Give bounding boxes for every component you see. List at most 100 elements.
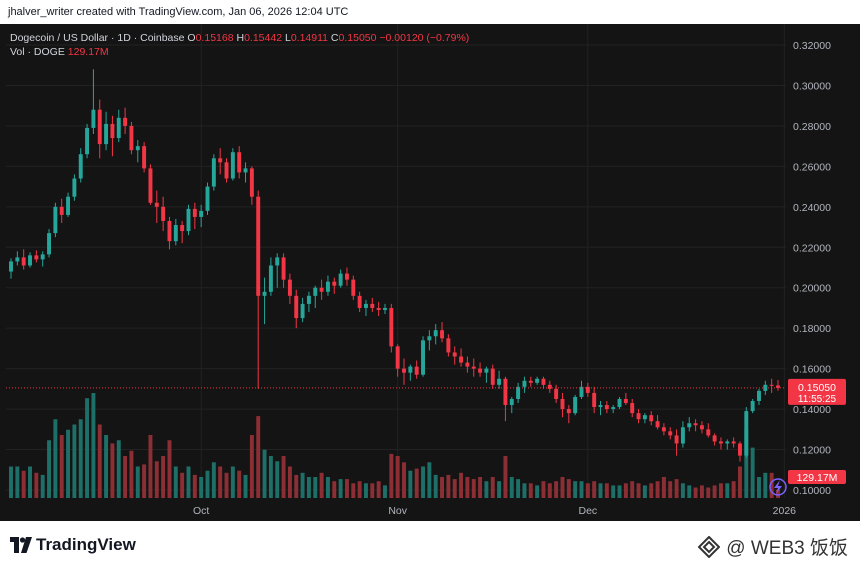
candle-body (471, 366, 476, 369)
volume-value: 129.17M (67, 46, 109, 58)
candle-body (744, 411, 749, 456)
chart-credit: jhalver_writer created with TradingView.… (8, 6, 349, 18)
footer-bar: TradingView @ WEB3 饭饭 (0, 521, 860, 571)
volume-bar (731, 481, 736, 498)
volume-bar (699, 485, 704, 498)
volume-bar (687, 485, 692, 498)
price-tick-label: 0.16000 (793, 364, 831, 376)
candle-body (78, 154, 83, 179)
candle-body (465, 362, 470, 367)
candle-body (325, 281, 330, 292)
volume-bar (85, 398, 90, 498)
candle-body (199, 210, 204, 217)
price-chart[interactable]: 0.32000 0.30000 0.28000 0.26000 0.24000 0.220… (0, 24, 860, 521)
tradingview-logo[interactable]: TradingView (10, 535, 136, 555)
candle-body (104, 123, 109, 145)
volume-bar (376, 481, 381, 498)
volume-bar (325, 477, 330, 498)
volume-bar (763, 472, 768, 498)
price-tick-label: 0.32000 (793, 40, 831, 52)
volume-bar (180, 472, 185, 498)
volume-bar (123, 456, 128, 498)
candle-body (21, 257, 26, 266)
volume-bar (211, 462, 216, 498)
volume-bar (611, 485, 616, 498)
volume-bar (516, 479, 521, 498)
candle-body (129, 125, 134, 151)
volume-bar (47, 440, 51, 498)
price-tick-label: 0.26000 (793, 161, 831, 173)
volume-bar (300, 472, 305, 498)
volume-bar (471, 479, 476, 498)
candle-body (97, 109, 102, 145)
volume-bar (370, 483, 375, 498)
volume-bar (161, 456, 166, 498)
volume-bar (199, 477, 204, 498)
volume-bar (364, 483, 368, 498)
volume-bar (642, 485, 647, 498)
volume-bar (433, 474, 438, 498)
last-price-label: 0.15050 (798, 382, 836, 394)
volume-bar (554, 481, 559, 498)
candle-body (712, 435, 717, 442)
volume-bar (706, 487, 711, 498)
open-label: O (187, 32, 196, 44)
candle-body (680, 427, 685, 444)
candle-body (421, 340, 425, 375)
price-axis[interactable]: 0.32000 0.30000 0.28000 0.26000 0.24000 0.220… (793, 40, 831, 497)
volume-bar (395, 456, 400, 498)
volume-bar (725, 483, 730, 498)
volume-bar (503, 456, 508, 498)
volume-bar (566, 479, 571, 498)
candle-body (674, 435, 679, 444)
volume-bar (585, 483, 590, 498)
lightning-icon-bolt (774, 480, 782, 494)
volume-bar (509, 477, 514, 498)
candle-body (262, 291, 267, 296)
volume-bar (655, 481, 660, 498)
price-tick-label: 0.22000 (793, 242, 831, 254)
candle-body (649, 415, 654, 422)
volume-bar (680, 483, 685, 498)
time-axis[interactable]: Oct Nov Dec 2026 (193, 505, 796, 517)
volume-bar (338, 479, 343, 498)
price-tick-label: 0.24000 (793, 202, 831, 214)
volume-bar (452, 479, 457, 498)
candle-body (687, 423, 692, 428)
change-value: −0.00120 (−0.79%) (379, 32, 470, 44)
candle-body (148, 168, 153, 203)
tradingview-logo-icon (10, 537, 32, 553)
candle-body (287, 279, 292, 296)
last-price-tag (788, 378, 846, 405)
volume-bar (757, 477, 761, 498)
volume-bar (604, 483, 609, 498)
symbol-label[interactable]: Dogecoin / US Dollar · 1D · Coinbase (10, 32, 185, 44)
candle-body (224, 162, 229, 179)
volume-bar (623, 483, 628, 498)
candle-body (541, 378, 546, 385)
candle-body (256, 196, 261, 296)
volume-bar (344, 479, 349, 498)
candle-body (547, 384, 552, 389)
candle-body (332, 281, 337, 286)
time-tick-label: Nov (388, 505, 407, 517)
candle-body (617, 398, 622, 408)
candle-body (319, 287, 324, 292)
volume-bar (573, 481, 578, 498)
lightning-icon (769, 478, 787, 496)
candle-body (72, 178, 77, 197)
volume-bar (135, 466, 140, 498)
candle-body (699, 425, 704, 430)
candle-body (205, 186, 210, 211)
candle-body (725, 441, 730, 444)
volume-bar (40, 474, 45, 498)
last-volume-tag (788, 470, 846, 484)
volume-label[interactable]: Vol · DOGE (10, 46, 65, 58)
candle-body (294, 295, 299, 319)
candle-body (776, 385, 780, 388)
volume-bar (478, 477, 483, 498)
candle-body (585, 386, 590, 393)
volume-bar (91, 393, 96, 498)
candle-body (281, 257, 286, 280)
candle-body (268, 265, 273, 292)
